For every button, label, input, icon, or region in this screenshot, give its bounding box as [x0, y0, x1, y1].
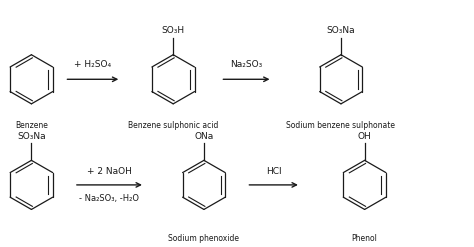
Text: Sodium phenoxide: Sodium phenoxide — [168, 234, 239, 243]
Text: Benzene: Benzene — [15, 121, 48, 130]
Text: - Na₂SO₃, -H₂O: - Na₂SO₃, -H₂O — [79, 194, 139, 203]
Text: Phenol: Phenol — [352, 234, 378, 243]
Text: + H₂SO₄: + H₂SO₄ — [74, 60, 111, 69]
Text: Sodium benzene sulphonate: Sodium benzene sulphonate — [286, 121, 395, 130]
Text: + 2 NaOH: + 2 NaOH — [87, 167, 132, 176]
Text: HCl: HCl — [266, 167, 282, 176]
Text: Benzene sulphonic acid: Benzene sulphonic acid — [128, 121, 219, 130]
Text: SO₃Na: SO₃Na — [327, 26, 356, 35]
Text: Na₂SO₃: Na₂SO₃ — [230, 60, 263, 69]
Text: OH: OH — [358, 132, 372, 141]
Text: ONa: ONa — [194, 132, 214, 141]
Text: SO₃Na: SO₃Na — [17, 132, 46, 141]
Text: SO₃H: SO₃H — [162, 26, 185, 35]
